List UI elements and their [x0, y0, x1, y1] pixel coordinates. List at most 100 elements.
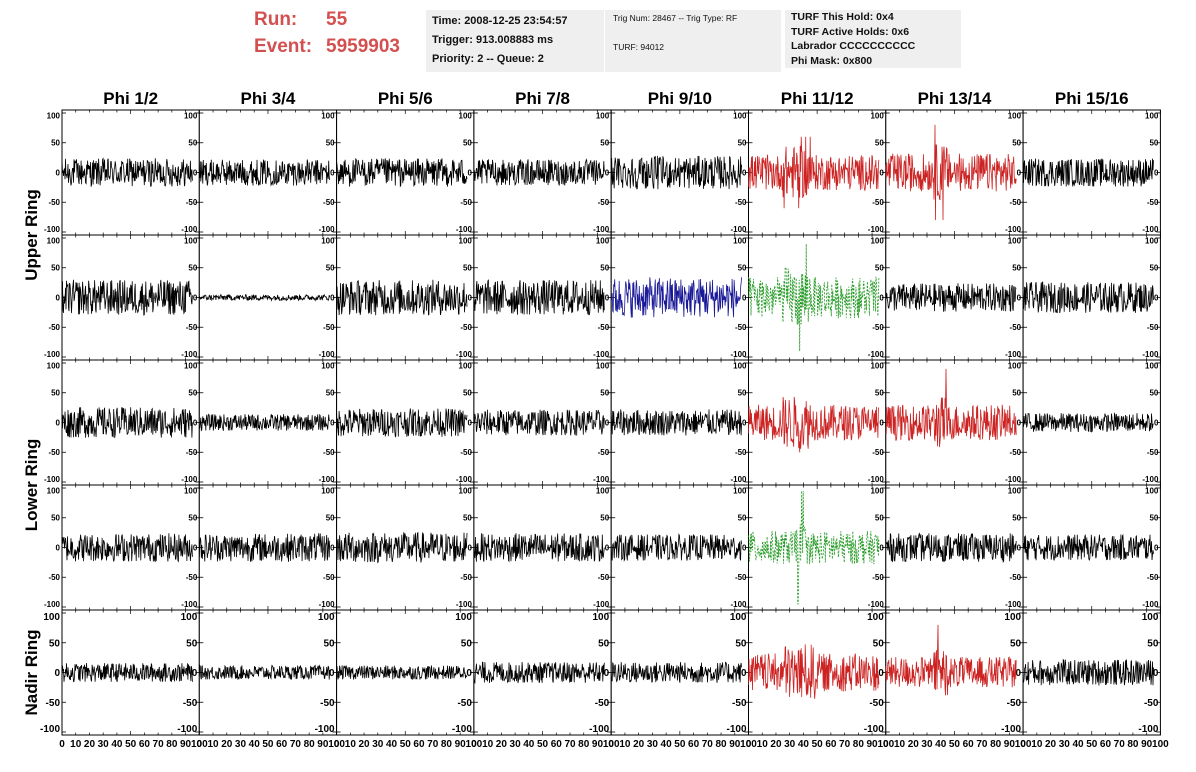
panel-r4-c6: 100 50 0 -50 -100	[748, 484, 887, 611]
y-tick-label: 100	[181, 612, 198, 623]
panel-r3-c8: 100 50 0 -50 -100	[1022, 359, 1161, 486]
y-tick-label: -100	[452, 724, 472, 735]
column-header-7: Phi 13/14	[918, 89, 992, 108]
y-tick-label: 0	[1154, 293, 1159, 302]
x-tick-label: 70	[153, 739, 165, 750]
waveform-trace-r5-c1	[61, 662, 193, 683]
y-tick-label: -50	[457, 698, 472, 709]
waveform-trace-r1-c8	[1022, 158, 1154, 187]
turf-info-box: TURF This Hold: 0x4 TURF Active Holds: 0…	[785, 10, 961, 68]
x-tick-label: 40	[386, 739, 398, 750]
y-tick-label: 50	[188, 514, 197, 523]
waveform-trace-r1-c7	[885, 124, 1017, 221]
y-tick-label: 100	[870, 237, 884, 246]
x-tick-label: 100	[1152, 739, 1169, 750]
y-tick-label: 100	[455, 612, 472, 623]
event-value: 5959903	[326, 36, 400, 57]
x-tick-label: 60	[1100, 739, 1112, 750]
x-tick-label: 30	[372, 739, 384, 750]
y-tick-label: 50	[873, 638, 885, 649]
y-tick-label: 100	[596, 112, 610, 121]
y-tick-label: 100	[318, 612, 335, 623]
y-tick-label: -50	[1147, 323, 1159, 332]
run-event-header: Run: 55 Event: 5959903	[254, 6, 400, 60]
y-tick-label: 100	[47, 487, 61, 496]
panel-r1-c1: 100 100 50 50 0 0 -50 -50 -100 -100	[44, 109, 200, 236]
y-tick-label: -50	[872, 323, 884, 332]
y-tick-label: 0	[742, 168, 747, 177]
y-tick-label: 50	[600, 139, 609, 148]
y-tick-label: 50	[1149, 264, 1158, 273]
y-tick-label: 100	[596, 487, 610, 496]
y-tick-label: 0	[604, 668, 610, 679]
waveform-trace-r4-c6	[748, 490, 880, 605]
y-tick-label: 50	[1012, 264, 1021, 273]
y-tick-label: 100	[1008, 112, 1022, 121]
event-label: Event:	[254, 36, 313, 57]
y-tick-label: -100	[456, 475, 473, 484]
waveform-trace-r2-c2	[198, 293, 331, 302]
ring-label-2: Lower Ring	[22, 439, 41, 532]
y-tick-label: -50	[183, 698, 198, 709]
y-tick-label: -50	[735, 323, 747, 332]
trig-num-text: Trig Num: 28467 -- Trig Type: RF	[613, 13, 738, 23]
panel-r1-c2: 100 50 0 -50 -100	[198, 109, 338, 236]
waveform-trace-r2-c7	[885, 283, 1017, 312]
waveform-trace-r4-c3	[336, 531, 468, 564]
y-tick-label: -100	[456, 600, 473, 609]
y-tick-label: 100	[321, 112, 335, 121]
y-tick-label: 0	[741, 668, 747, 679]
y-tick-label: -50	[869, 698, 884, 709]
y-tick-label: -50	[323, 573, 335, 582]
x-tick-label: 70	[1114, 739, 1126, 750]
y-tick-label: 100	[596, 237, 610, 246]
x-tick-label: 20	[908, 739, 920, 750]
y-tick-label: -50	[732, 698, 747, 709]
x-tick-label: 80	[441, 739, 453, 750]
x-tick-label: 50	[812, 739, 824, 750]
y-tick-label: -50	[1147, 198, 1159, 207]
y-tick-label: 50	[600, 514, 609, 523]
column-header-5: Phi 9/10	[648, 89, 712, 108]
y-tick-label: 100	[184, 362, 198, 371]
y-tick-label: 0	[1017, 168, 1022, 177]
y-tick-label: 100	[1145, 362, 1159, 371]
y-tick-label: 100	[1008, 237, 1022, 246]
y-tick-label: -100	[319, 225, 336, 234]
trigger-text: Trigger: 913.008883 ms	[432, 34, 554, 46]
y-tick-label: 100	[870, 112, 884, 121]
priority-text: Priority: 2 -- Queue: 2	[432, 53, 544, 65]
y-tick-label: 50	[875, 264, 884, 273]
waveform-trace-r2-c3	[336, 279, 468, 316]
y-tick-label: 100	[47, 237, 61, 246]
y-tick-label: 50	[875, 514, 884, 523]
waveform-trace-r1-c4	[473, 158, 605, 187]
column-header-4: Phi 7/8	[515, 89, 570, 108]
x-tick-label: 60	[139, 739, 151, 750]
column-header-2: Phi 3/4	[241, 89, 296, 108]
y-tick-label: 50	[463, 264, 472, 273]
x-tick-label: 20	[221, 739, 233, 750]
panel-r4-c1: 100 100 50 50 0 0 -50 -50 -100 -100	[44, 484, 200, 611]
x-tick-label: 100	[603, 739, 620, 750]
panel-r4-c7: 100 50 0 -50 -100	[885, 484, 1024, 611]
y-tick-label: -100	[44, 225, 61, 234]
x-tick-label: 40	[1072, 739, 1084, 750]
panel-r3-c3: 100 50 0 -50 -100	[336, 359, 475, 486]
y-tick-label: -100	[181, 475, 198, 484]
y-tick-label: 50	[186, 638, 198, 649]
x-tick-label: 80	[853, 739, 865, 750]
y-tick-label: 0	[1017, 293, 1022, 302]
x-tick-label: 50	[262, 739, 274, 750]
y-tick-label: -50	[1010, 198, 1022, 207]
y-tick-label: 100	[321, 237, 335, 246]
x-tick-label: 0	[883, 739, 889, 750]
column-header-3: Phi 5/6	[378, 89, 433, 108]
x-tick-label: 10	[70, 739, 82, 750]
x-tick-label: 40	[661, 739, 673, 750]
y-tick-label: -100	[593, 225, 610, 234]
y-tick-label: -100	[1142, 475, 1159, 484]
x-tick-label: 80	[1127, 739, 1139, 750]
